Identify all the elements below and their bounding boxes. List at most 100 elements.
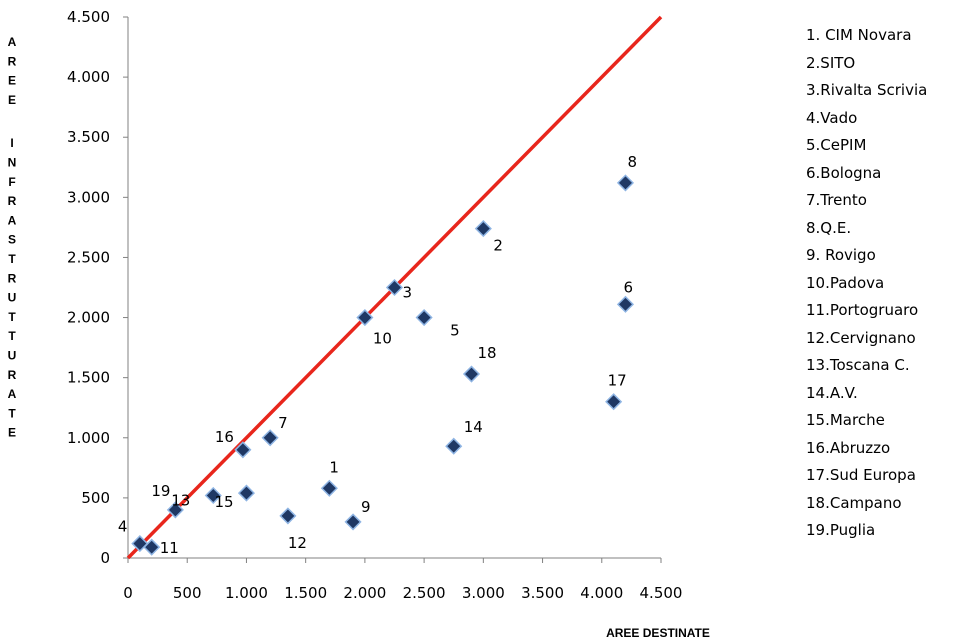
legend-entry: 13.Toscana C. bbox=[806, 356, 910, 374]
point-label-13: 13 bbox=[171, 491, 190, 509]
legend-entry: 2.SITO bbox=[806, 53, 856, 72]
point-label-7: 7 bbox=[278, 414, 288, 432]
data-point-11 bbox=[143, 538, 161, 556]
data-point-13 bbox=[204, 486, 222, 505]
data-points bbox=[131, 174, 635, 556]
legend: 1. CIM Novara 2.SITO 3.Rivalta Scrivia 4.Va… bbox=[806, 22, 927, 545]
legend-entry: 1. CIM Novara bbox=[806, 26, 912, 44]
legend-entry: 8.Q.E. bbox=[806, 218, 852, 237]
y-tick-label: 3.500 bbox=[67, 128, 110, 146]
legend-entry: 4.Vado bbox=[806, 108, 858, 127]
point-label-1: 1 bbox=[329, 458, 339, 476]
x-tick-label: 1.500 bbox=[284, 584, 327, 602]
legend-entry: 6.Bologna bbox=[806, 163, 882, 182]
point-label-11: 11 bbox=[160, 539, 179, 557]
data-point-3 bbox=[385, 278, 404, 297]
point-label-14: 14 bbox=[464, 418, 483, 436]
y-tick-label: 4.500 bbox=[67, 8, 110, 26]
point-label-10: 10 bbox=[373, 330, 392, 348]
point-label-17: 17 bbox=[608, 372, 627, 390]
y-axis-title-letter: T bbox=[8, 406, 16, 420]
y-axis-title-letter: N bbox=[8, 156, 17, 170]
x-tick-label: 500 bbox=[173, 584, 202, 602]
y-axis-title-letter: E bbox=[8, 74, 16, 88]
y-axis-title-letter: R bbox=[8, 368, 17, 382]
y-axis-title-letter: U bbox=[8, 349, 17, 363]
point-label-4: 4 bbox=[118, 518, 128, 536]
point-label-16: 16 bbox=[215, 428, 234, 446]
legend-entry: 10.Padova bbox=[806, 273, 885, 292]
legend-entry: 9. Rovigo bbox=[806, 246, 876, 264]
legend-entry: 5.CePIM bbox=[806, 136, 867, 154]
data-point-10 bbox=[356, 308, 374, 327]
y-axis-title-letter: E bbox=[8, 426, 16, 440]
x-tick-label: 0 bbox=[123, 584, 133, 602]
y-tick-label: 2.000 bbox=[67, 309, 110, 327]
y-axis-title-letter: F bbox=[8, 175, 15, 189]
data-point-19 bbox=[166, 501, 184, 519]
axes bbox=[127, 17, 661, 559]
point-label-18: 18 bbox=[477, 344, 496, 362]
point-label-3: 3 bbox=[403, 284, 413, 302]
data-point-1 bbox=[320, 479, 338, 497]
point-label-6: 6 bbox=[623, 278, 633, 296]
y-axis-title-letter: A bbox=[8, 387, 17, 401]
point-label-12: 12 bbox=[288, 534, 307, 552]
x-tick-label: 4.500 bbox=[640, 584, 683, 602]
x-tick-label: 1.000 bbox=[225, 584, 268, 602]
x-tick-label: 2.500 bbox=[403, 584, 446, 602]
y-axis-title-letter: T bbox=[8, 310, 16, 324]
data-point-12 bbox=[279, 507, 297, 525]
y-tick-label: 1.000 bbox=[67, 429, 110, 447]
point-label-9: 9 bbox=[361, 498, 371, 516]
data-point-6 bbox=[616, 295, 635, 313]
y-axis-title-letter: E bbox=[8, 93, 16, 107]
point-label-8: 8 bbox=[627, 153, 637, 171]
data-point-18 bbox=[462, 365, 481, 383]
y-axis-title-letter: I bbox=[10, 136, 13, 150]
y-axis-title-letter: T bbox=[8, 329, 16, 343]
legend-entry: 7.Trento bbox=[806, 191, 867, 209]
data-point-15 bbox=[237, 484, 256, 502]
x-tick-label: 3.000 bbox=[462, 584, 505, 602]
legend-entry: 17.Sud Europa bbox=[806, 466, 916, 484]
data-point-7 bbox=[261, 429, 279, 447]
y-axis-title-letter: R bbox=[8, 194, 17, 208]
data-point-9 bbox=[344, 513, 362, 531]
y-tick-label: 3.000 bbox=[67, 188, 110, 206]
y-axis-title-letter: R bbox=[8, 54, 17, 68]
point-label-2: 2 bbox=[493, 237, 503, 255]
data-point-5 bbox=[415, 308, 433, 327]
y-axis-title-letter: S bbox=[8, 233, 16, 247]
legend-entry: 12.Cervignano bbox=[806, 328, 916, 347]
y-axis-title-letter: R bbox=[8, 271, 17, 285]
y-axis-title-letter: U bbox=[8, 291, 17, 305]
legend-entry: 18.Campano bbox=[806, 493, 902, 512]
x-tick-label: 2.000 bbox=[343, 584, 386, 602]
legend-entry: 15.Marche bbox=[806, 411, 885, 429]
y-tick-label: 500 bbox=[81, 489, 110, 507]
y-axis-title-letter: A bbox=[8, 213, 17, 227]
data-point-8 bbox=[616, 174, 635, 192]
data-point-16 bbox=[234, 441, 252, 459]
legend-entry: 16.Abruzzo bbox=[806, 438, 891, 457]
y-tick-label: 4.000 bbox=[67, 68, 110, 86]
ticks: 0 500 1.000 1.500 2.000 2.500 3.000 3.500 4.000 4… bbox=[67, 8, 682, 602]
y-axis-title-letter: A bbox=[8, 35, 17, 49]
legend-entry: 14.A.V. bbox=[806, 383, 858, 402]
point-label-15: 15 bbox=[214, 493, 233, 511]
y-tick-label: 2.500 bbox=[67, 248, 110, 266]
x-axis-title: AREE DESTINATE bbox=[606, 626, 710, 640]
data-point-2 bbox=[474, 220, 492, 238]
x-tick-label: 4.000 bbox=[580, 584, 623, 602]
y-axis-title-letter: T bbox=[8, 252, 16, 266]
legend-entry: 19.Puglia bbox=[806, 521, 876, 539]
x-tick-label: 3.500 bbox=[521, 584, 564, 602]
data-point-14 bbox=[445, 437, 463, 455]
point-label-19: 19 bbox=[151, 482, 170, 500]
data-point-17 bbox=[605, 393, 623, 411]
legend-entry: 11.Portogruaro bbox=[806, 301, 919, 319]
